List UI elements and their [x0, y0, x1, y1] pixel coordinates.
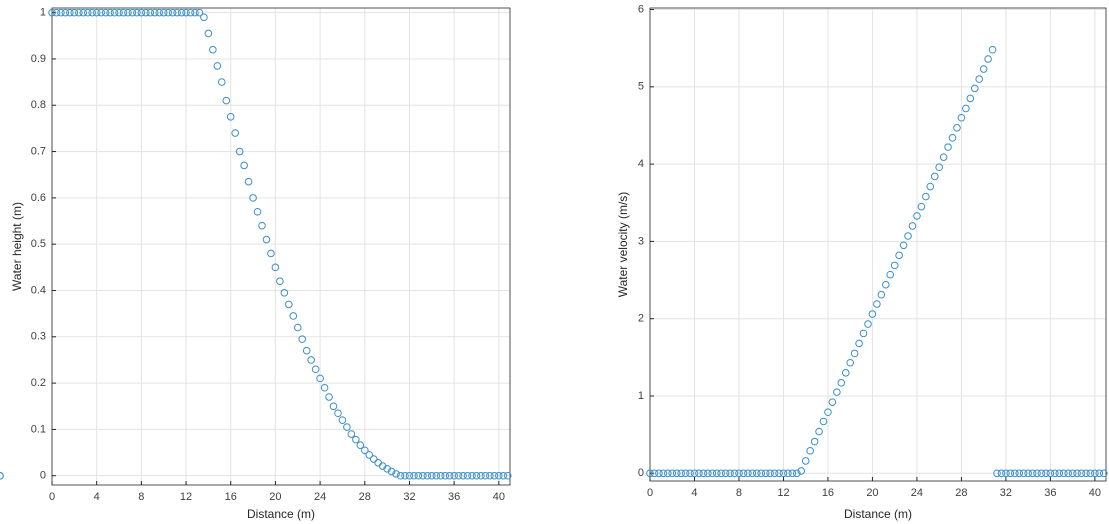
y-axis-label: Water height (m) [10, 202, 24, 291]
x-tick-label: 40 [1089, 487, 1101, 499]
y-tick-label: 4 [638, 158, 644, 170]
y-tick-label: 0.5 [31, 238, 46, 250]
y-tick-label: 0.9 [31, 53, 46, 65]
x-tick-label: 24 [314, 491, 326, 503]
y-tick-label: 0.2 [31, 377, 46, 389]
y-tick-label: 0.4 [31, 284, 46, 296]
y-tick-label: 0.1 [31, 423, 46, 435]
y-tick-label: 0.6 [31, 192, 46, 204]
figure: 048121620242832364000.10.20.30.40.50.60.… [0, 0, 1109, 524]
x-tick-label: 28 [359, 491, 371, 503]
x-tick-label: 0 [49, 491, 55, 503]
x-tick-label: 28 [955, 487, 967, 499]
point [0, 472, 3, 479]
x-tick-label: 40 [493, 491, 505, 503]
x-tick-label: 24 [911, 487, 923, 499]
x-tick-label: 36 [448, 491, 460, 503]
x-tick-label: 32 [1000, 487, 1012, 499]
x-tick-label: 32 [403, 491, 415, 503]
y-tick-label: 0.3 [31, 331, 46, 343]
y-axis-label: Water velocity (m/s) [616, 192, 630, 298]
x-tick-label: 12 [777, 487, 789, 499]
x-tick-label: 4 [94, 491, 100, 503]
x-tick-label: 36 [1044, 487, 1056, 499]
y-tick-label: 1 [638, 390, 644, 402]
x-tick-label: 20 [866, 487, 878, 499]
x-tick-label: 8 [138, 491, 144, 503]
y-tick-label: 0.7 [31, 145, 46, 157]
x-tick-label: 16 [822, 487, 834, 499]
x-tick-label: 12 [180, 491, 192, 503]
x-axis-label: Distance (m) [844, 507, 912, 521]
subplot: 0 4 8 12 16 20 24 28 32 36 40 0 0.1 0.2 0.3 0.4 0.5 0.6 0.… [0, 7, 511, 522]
plot-area [650, 8, 1106, 481]
y-tick-label: 5 [638, 81, 644, 93]
y-tick-label: 3 [638, 235, 644, 247]
plot-area [52, 8, 510, 485]
x-tick-label: 4 [691, 487, 697, 499]
y-tick-label: 1 [40, 7, 46, 19]
y-tick-label: 0 [40, 470, 46, 482]
x-tick-label: 16 [225, 491, 237, 503]
y-tick-label: 0.8 [31, 99, 46, 111]
x-tick-label: 20 [269, 491, 281, 503]
y-tick-label: 2 [638, 313, 644, 325]
x-tick-label: 0 [647, 487, 653, 499]
subplot: 04812162024283236400123456Distance (m)Wa… [616, 3, 1107, 521]
y-tick-label: 0 [638, 467, 644, 479]
y-tick-label: 6 [638, 3, 644, 15]
x-tick-label: 8 [736, 487, 742, 499]
x-axis-label: Distance (m) [247, 507, 315, 521]
